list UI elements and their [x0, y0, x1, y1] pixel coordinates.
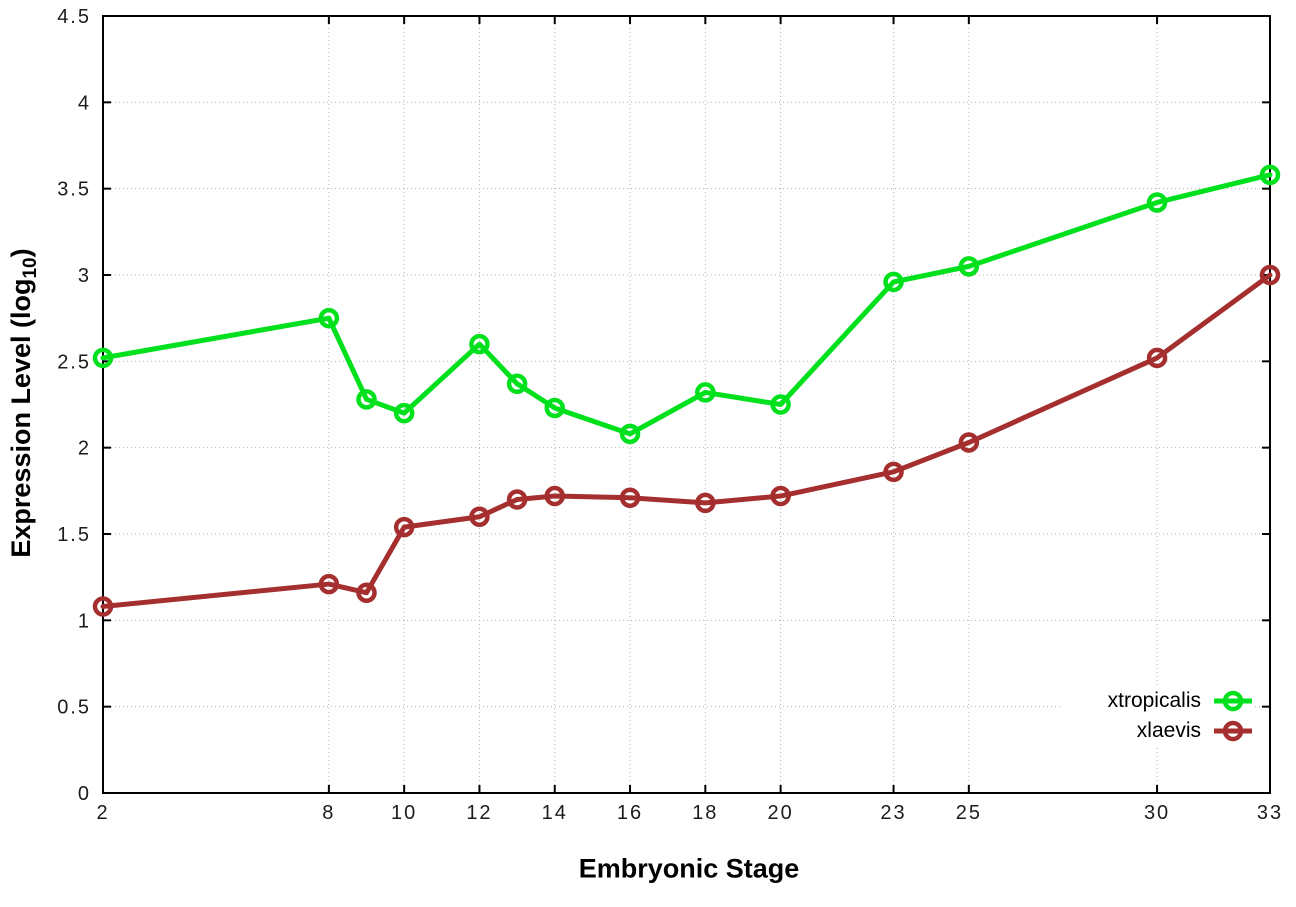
data-point-xtropicalis-23: [883, 271, 904, 293]
legend-entry-xlaevis: xlaevis: [1062, 716, 1253, 746]
data-point-xtropicalis-16: [619, 423, 641, 445]
y-tick-label: 2.5: [57, 351, 91, 373]
x-tick-label: 18: [692, 802, 718, 824]
data-point-xlaevis-16: [619, 487, 641, 508]
legend-point-icon: [1222, 690, 1244, 712]
x-tick-label: 23: [880, 802, 906, 824]
x-axis-title: Embryonic Stage: [578, 853, 800, 884]
data-point-xlaevis-14: [544, 485, 565, 507]
y-axis-title-text: Expression Level (log: [5, 278, 36, 558]
y-tick-label: 4: [78, 92, 91, 114]
data-point-xtropicalis-12: [469, 333, 490, 355]
data-point-xlaevis-2: [92, 596, 114, 617]
x-tick-label: 33: [1257, 802, 1283, 824]
x-tick-label: 14: [542, 802, 568, 824]
data-point-xtropicalis-10: [393, 402, 415, 424]
data-point-xlaevis-8: [318, 573, 340, 595]
x-tick-label: 12: [466, 802, 492, 824]
y-tick-label: 0.5: [57, 697, 91, 719]
data-point-xtropicalis-30: [1146, 192, 1168, 213]
plot-border: [102, 15, 1271, 794]
x-tick-label: 25: [956, 802, 982, 824]
data-point-xtropicalis-14: [544, 397, 565, 419]
data-point-xtropicalis-20: [770, 394, 791, 415]
x-tick-label: 8: [322, 802, 335, 824]
data-point-xlaevis-20: [770, 485, 791, 507]
data-point-xlaevis-10: [393, 516, 415, 538]
data-point-xtropicalis-25: [958, 256, 980, 277]
legend-label-xtropicalis: xtropicalis: [1107, 689, 1201, 712]
x-tick-label: 2: [96, 802, 109, 824]
legend-sample-xlaevis: [1214, 720, 1252, 742]
series-line-xlaevis: [100, 272, 1273, 610]
data-point-xtropicalis-2: [92, 347, 114, 369]
y-tick-label: 4.5: [57, 6, 91, 28]
legend-entry-xtropicalis: xtropicalis: [1062, 686, 1253, 716]
y-axis-title: Expression Level (log10): [6, 248, 42, 557]
y-tick-label: 3: [78, 265, 91, 287]
data-point-xtropicalis-33: [1259, 164, 1281, 186]
legend-sample-xtropicalis: [1214, 690, 1252, 712]
legend-label-xlaevis: xlaevis: [1136, 719, 1201, 742]
x-tick-label: 10: [391, 802, 417, 824]
data-point-xtropicalis-8: [318, 307, 340, 329]
data-point-xtropicalis-13: [506, 373, 528, 395]
y-tick-label: 2: [78, 438, 91, 460]
legend-point-icon: [1222, 720, 1244, 742]
data-point-xlaevis-12: [469, 506, 490, 527]
x-tick-label: 30: [1144, 802, 1170, 824]
legend: xtropicalis xlaevis: [1062, 686, 1253, 746]
data-point-xlaevis-23: [883, 461, 904, 483]
y-tick-label: 0: [78, 783, 91, 805]
data-point-xlaevis-33: [1259, 264, 1281, 286]
y-tick-label: 1: [78, 610, 91, 632]
y-axis-title-subscript: 10: [20, 257, 42, 279]
x-tick-label: 16: [617, 802, 643, 824]
y-tick-label: 1.5: [57, 524, 91, 546]
data-point-xlaevis-30: [1146, 347, 1168, 369]
data-point-xlaevis-13: [506, 489, 528, 510]
data-point-xtropicalis-18: [695, 382, 716, 403]
data-point-xtropicalis-9: [356, 389, 377, 410]
data-point-xlaevis-18: [695, 492, 716, 514]
series-line-xtropicalis: [100, 172, 1273, 437]
data-point-xlaevis-25: [958, 432, 980, 453]
y-axis-title-close: ): [5, 248, 36, 258]
x-tick-label: 20: [767, 802, 793, 824]
data-point-xlaevis-9: [356, 582, 377, 603]
y-tick-label: 3.5: [57, 179, 91, 201]
